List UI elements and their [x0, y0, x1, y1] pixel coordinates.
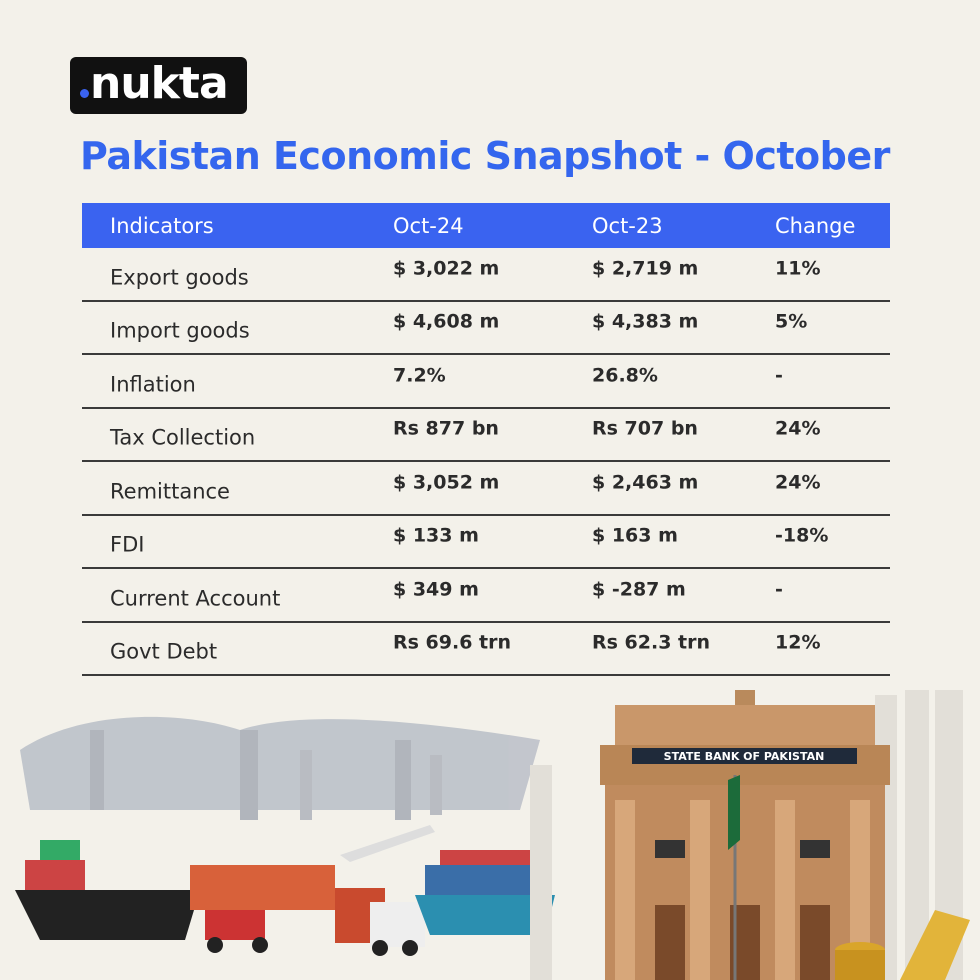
oct-24-value: $ 3,052 m [393, 471, 500, 494]
indicator-label: Inflation [110, 372, 196, 397]
table-row: Govt Debt Rs 69.6 trn Rs 62.3 trn 12% [82, 623, 890, 676]
change-value: - [775, 578, 783, 601]
header-oct-23: Oct-23 [592, 213, 663, 238]
oct-24-value: $ 133 m [393, 524, 479, 547]
nukta-logo: nukta [70, 57, 247, 114]
oct-23-value: Rs 707 bn [592, 417, 698, 440]
change-value: - [775, 364, 783, 387]
header-change: Change [775, 213, 856, 238]
oct-23-value: $ 2,719 m [592, 257, 699, 280]
header-oct-24: Oct-24 [393, 213, 464, 238]
logo-dot [80, 89, 89, 98]
indicator-label: Import goods [110, 318, 250, 343]
table-row: Export goods $ 3,022 m $ 2,719 m 11% [82, 248, 890, 302]
cargo-ship-left [15, 840, 200, 940]
oct-24-value: Rs 877 bn [393, 417, 499, 440]
oct-24-value: 7.2% [393, 364, 446, 387]
page-title: Pakistan Economic Snapshot - October [80, 134, 890, 178]
table-header: Indicators Oct-24 Oct-23 Change [82, 203, 890, 248]
truck [335, 888, 425, 956]
change-value: 5% [775, 310, 808, 333]
change-value: 12% [775, 631, 821, 654]
oct-23-value: $ 4,383 m [592, 310, 699, 333]
change-value: -18% [775, 524, 829, 547]
oct-23-value: $ 163 m [592, 524, 678, 547]
container-crane [190, 865, 335, 953]
oct-24-value: Rs 69.6 trn [393, 631, 512, 654]
table-row: FDI $ 133 m $ 163 m -18% [82, 516, 890, 569]
table-row: Tax Collection Rs 877 bn Rs 707 bn 24% [82, 409, 890, 462]
oct-24-value: $ 349 m [393, 578, 479, 601]
header-indicators: Indicators [110, 213, 214, 238]
state-bank-building: STATE BANK OF PAKISTAN [600, 690, 890, 980]
world-map-skyline [20, 716, 540, 820]
indicator-label: Export goods [110, 265, 249, 290]
change-value: 24% [775, 417, 821, 440]
airplane-icon [340, 825, 435, 862]
table-row: Remittance $ 3,052 m $ 2,463 m 24% [82, 462, 890, 516]
indicator-label: FDI [110, 532, 145, 557]
change-value: 11% [775, 257, 821, 280]
oct-24-value: $ 3,022 m [393, 257, 500, 280]
cargo-ship-right [415, 850, 555, 935]
oct-23-value: 26.8% [592, 364, 658, 387]
table-row: Inflation 7.2% 26.8% - [82, 355, 890, 409]
change-value: 24% [775, 471, 821, 494]
logo-text: nukta [90, 58, 229, 109]
oct-23-value: $ -287 m [592, 578, 686, 601]
table-row: Import goods $ 4,608 m $ 4,383 m 5% [82, 302, 890, 355]
indicator-label: Remittance [110, 479, 230, 504]
snapshot-table: Indicators Oct-24 Oct-23 Change Export g… [82, 203, 890, 676]
indicator-label: Tax Collection [110, 425, 256, 450]
indicator-label: Current Account [110, 586, 281, 611]
table-row: Current Account $ 349 m $ -287 m - [82, 569, 890, 623]
oct-24-value: $ 4,608 m [393, 310, 500, 333]
bank-sign: STATE BANK OF PAKISTAN [664, 750, 825, 763]
gold-coins [835, 910, 970, 980]
trade-illustration: STATE BANK OF PAKISTAN [15, 690, 970, 980]
oct-23-value: Rs 62.3 trn [592, 631, 711, 654]
indicator-label: Govt Debt [110, 639, 218, 664]
oct-23-value: $ 2,463 m [592, 471, 699, 494]
